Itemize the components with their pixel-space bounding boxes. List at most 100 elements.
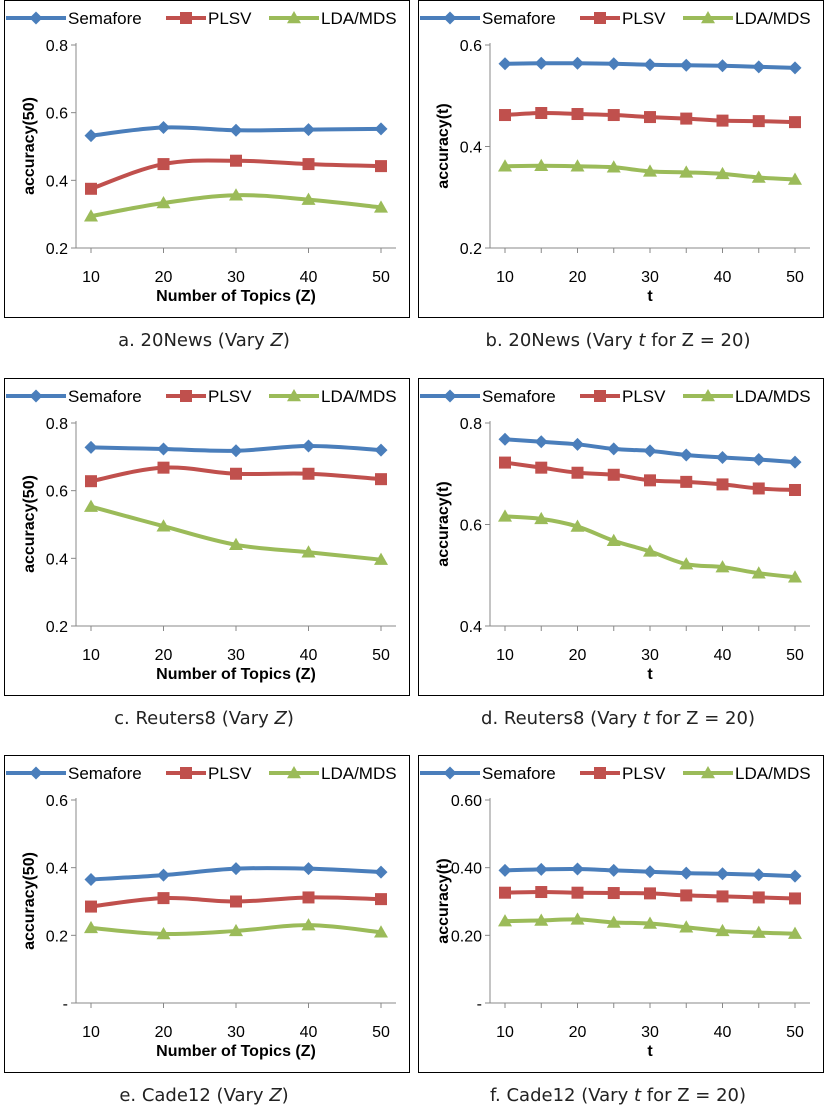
data-point [84, 440, 98, 454]
data-point [571, 437, 584, 451]
legend-item: PLSV [166, 9, 252, 28]
data-point [644, 474, 656, 487]
chart-panel-e: - 0.2 0.4 0.6 10 20 30 40 50 Number of Topics (Z)… [4, 755, 410, 1073]
data-point [375, 893, 387, 906]
x-tick-label: 20 [155, 269, 173, 286]
data-point [301, 918, 316, 931]
data-point [679, 448, 693, 462]
y-tick-label: 0.2 [46, 928, 68, 945]
legend-swatch-marker [443, 766, 457, 780]
legend-swatch-marker [443, 389, 457, 403]
data-point [229, 537, 243, 551]
x-tick-label: 40 [300, 647, 318, 664]
legend-label: Semafore [482, 9, 556, 28]
legend-label: Semafore [68, 387, 142, 406]
data-point [679, 920, 694, 933]
chart-panel-d: 0.4 0.6 0.8 10 20 30 40 50 t accuracy(t) Semafore P… [418, 378, 824, 696]
x-tick-label: 30 [641, 269, 659, 286]
data-point [643, 58, 657, 72]
data-point [535, 886, 548, 899]
data-point [788, 570, 802, 583]
data-point [680, 112, 693, 125]
legend-item: Semafore [6, 387, 142, 406]
caption-c: c. Reuters8 (Vary Z) [114, 708, 294, 729]
data-point [570, 912, 585, 925]
data-point [157, 892, 170, 905]
legend-label: Semafore [68, 764, 142, 783]
data-point [751, 925, 766, 938]
data-point [157, 442, 170, 456]
data-point [571, 466, 584, 479]
data-point [302, 467, 315, 480]
chart-svg-b: 0.2 0.4 0.6 10 20 30 40 50 t accuracy(t) Semafore P… [418, 0, 824, 318]
legend-swatch-marker [594, 767, 606, 779]
chart-frame [418, 755, 824, 1073]
legend-item: Semafore [6, 764, 142, 783]
data-point [606, 533, 621, 546]
data-point [788, 869, 802, 883]
data-point [571, 108, 584, 121]
x-tick-label: 40 [300, 1024, 318, 1041]
data-point [156, 926, 171, 940]
data-point [789, 116, 801, 129]
legend-swatch-marker [701, 766, 715, 779]
series-lda-mds [84, 918, 388, 940]
caption-f: f. Cade12 (Vary t for Z = 20) [490, 1085, 746, 1106]
data-point [375, 160, 387, 173]
data-point [643, 164, 657, 177]
chart-frame [4, 755, 410, 1073]
data-point [607, 887, 620, 900]
chart-svg-a: 0.2 0.4 0.6 0.8 10 20 30 40 50 Number of Topics (… [4, 0, 410, 318]
data-point [643, 544, 657, 557]
y-tick-label: 0.8 [460, 416, 482, 433]
legend-label: LDA/MDS [735, 387, 811, 406]
series-lda-mds [498, 509, 802, 583]
legend-item: LDA/MDS [269, 387, 397, 406]
data-point [534, 511, 549, 525]
legend-item: Semafore [420, 387, 556, 406]
legend-label: Semafore [68, 9, 142, 28]
legend-swatch-marker [443, 11, 457, 25]
data-point [789, 483, 801, 496]
data-point [499, 456, 511, 469]
x-tick-label: 20 [569, 647, 587, 664]
data-point [157, 868, 170, 882]
data-point [716, 890, 729, 903]
y-tick-label: 0.4 [460, 619, 482, 636]
data-point [716, 114, 729, 127]
data-point [715, 166, 730, 180]
data-point [374, 925, 388, 938]
x-tick-label: 40 [300, 269, 318, 286]
data-point [606, 915, 621, 928]
data-point [716, 451, 729, 465]
data-point [751, 566, 766, 579]
data-point [607, 442, 621, 456]
data-point [84, 920, 98, 934]
legend-label: LDA/MDS [321, 764, 397, 783]
x-tick-label: 20 [155, 1024, 173, 1041]
data-point [680, 475, 693, 488]
data-point [716, 867, 729, 881]
data-point [229, 123, 243, 137]
series-plsv [85, 891, 387, 913]
legend-item: LDA/MDS [683, 9, 811, 28]
data-point [571, 862, 584, 876]
data-point [230, 467, 242, 480]
data-point [680, 889, 693, 902]
series-semafore [498, 432, 802, 469]
data-point [752, 60, 766, 74]
data-point [157, 158, 170, 171]
series-plsv [499, 456, 801, 496]
y-tick-label: - [63, 996, 68, 1013]
caption-d: d. Reuters8 (Vary t for Z = 20) [481, 708, 755, 729]
y-tick-label: 0.6 [46, 106, 68, 123]
legend-label: PLSV [208, 764, 252, 783]
data-point [789, 892, 801, 905]
series-lda-mds [498, 912, 802, 939]
y-tick-label: 0.4 [46, 173, 68, 190]
series-lda-mds [84, 188, 388, 222]
y-tick-label: 0.2 [460, 241, 482, 258]
y-axis-label: accuracy(50) [21, 475, 38, 573]
data-point [716, 478, 729, 491]
x-tick-label: 50 [786, 269, 804, 286]
